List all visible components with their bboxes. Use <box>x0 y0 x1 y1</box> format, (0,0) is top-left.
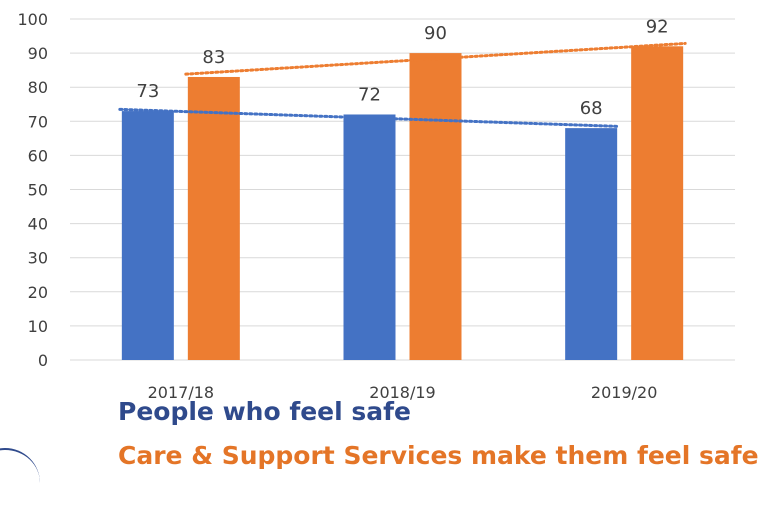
y-tick-label: 20 <box>28 283 48 302</box>
y-tick-label: 50 <box>28 181 48 200</box>
y-tick-label: 70 <box>28 112 48 131</box>
bar <box>631 46 684 360</box>
legend-series-2: Care & Support Services make them feel s… <box>118 441 759 470</box>
x-tick-label: 2018/19 <box>369 383 435 400</box>
data-label: 73 <box>136 81 159 102</box>
bar <box>121 111 174 360</box>
legend-series-1: People who feel safe <box>118 397 411 426</box>
decorative-arc <box>0 448 40 518</box>
y-tick-label: 90 <box>28 44 48 63</box>
y-tick-label: 40 <box>28 215 48 234</box>
trendline <box>184 41 687 76</box>
x-tick-label: 2019/20 <box>591 383 657 400</box>
y-tick-label: 30 <box>28 249 48 268</box>
trendline <box>118 107 621 128</box>
bar-chart: 0 10 20 30 40 50 60 70 80 90 100 2017/18 2018/19 2019… <box>17 10 735 400</box>
bar <box>565 128 618 360</box>
y-tick-label: 60 <box>28 146 48 165</box>
bar <box>343 114 396 360</box>
data-label: 83 <box>202 47 225 68</box>
data-label: 68 <box>580 98 603 119</box>
bar <box>409 53 462 360</box>
y-tick-label: 80 <box>28 78 48 97</box>
y-tick-label: 10 <box>28 317 48 336</box>
bar <box>187 76 240 360</box>
y-tick-label: 0 <box>38 351 48 370</box>
y-tick-label: 100 <box>17 10 48 29</box>
data-label: 90 <box>424 23 447 44</box>
x-tick-label: 2017/18 <box>148 383 214 400</box>
data-label: 72 <box>358 84 381 105</box>
data-label: 92 <box>646 16 669 37</box>
